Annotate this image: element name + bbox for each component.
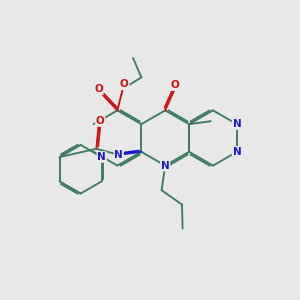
Text: N: N [98,152,106,162]
Text: O: O [96,116,105,126]
Text: N: N [161,160,170,171]
Text: O: O [120,79,129,89]
Text: O: O [170,80,179,90]
Text: O: O [94,84,103,94]
Text: N: N [114,150,123,160]
Text: N: N [232,147,241,157]
Text: N: N [232,119,241,129]
